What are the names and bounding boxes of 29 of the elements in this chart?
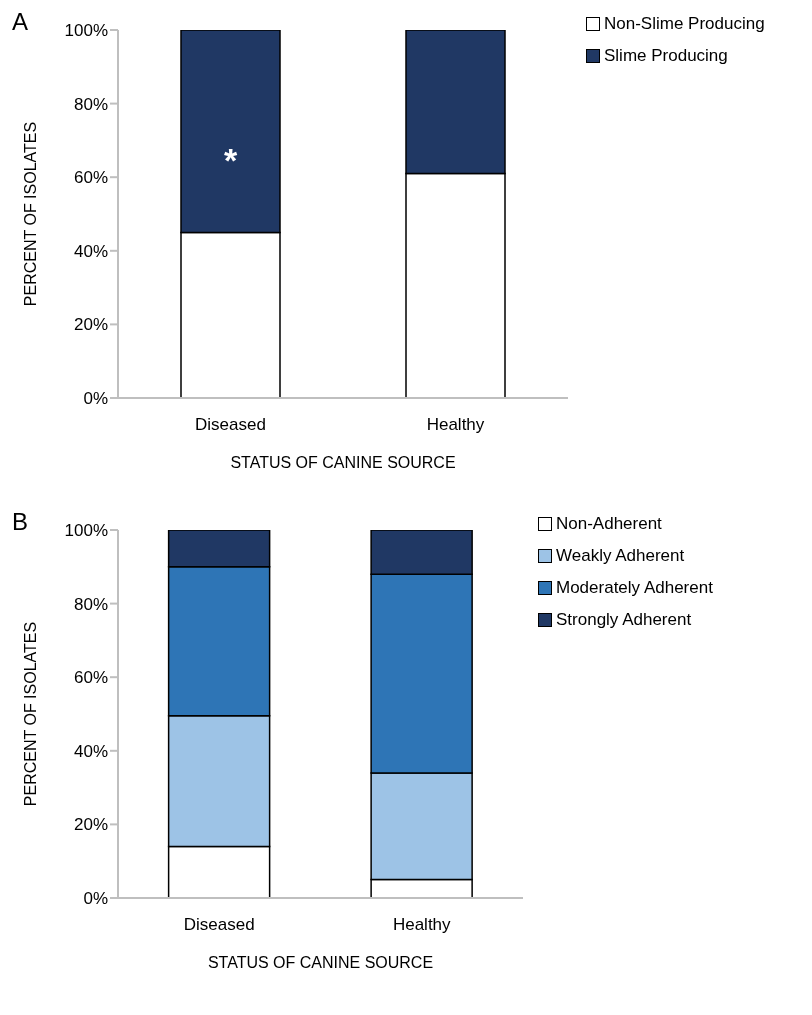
y-tick-label: 0% [83,389,108,409]
y-tick-label: 100% [64,21,108,41]
y-tick-label: 80% [73,94,108,114]
y-tick-label: 20% [73,815,108,835]
y-tick-label: 60% [73,668,108,688]
legend-label: Non-Adherent [556,514,662,534]
y-tick-label: 40% [73,241,108,261]
y-tick-label: 40% [73,741,108,761]
legend-label: Weakly Adherent [556,546,685,566]
y-axis-title: PERCENT OF ISOLATES [21,621,39,807]
annotation: * [223,140,238,179]
y-tick-label: 20% [73,315,108,335]
x-tick-label: Healthy [392,915,452,935]
x-axis-title: STATUS OF CANINE SOURCE [230,454,456,471]
x-tick-label: Healthy [426,415,485,435]
y-tick-label: 0% [83,889,108,909]
x-tick-label: Diseased [183,915,255,935]
y-tick-label: 60% [73,168,108,188]
legend-label: Non-Slime Producing [604,14,765,34]
x-axis-title: STATUS OF CANINE SOURCE [207,954,434,971]
text: A [12,8,29,36]
x-tick-label: Diseased [195,415,266,435]
y-axis-title: PERCENT OF ISOLATES [21,121,39,307]
legend-label: Moderately Adherent [556,578,713,598]
legend-label: Slime Producing [604,46,728,66]
y-tick-label: 100% [64,521,108,541]
y-tick-label: 80% [73,594,108,614]
legend-label: Strongly Adherent [556,610,692,630]
text: B [12,508,29,536]
